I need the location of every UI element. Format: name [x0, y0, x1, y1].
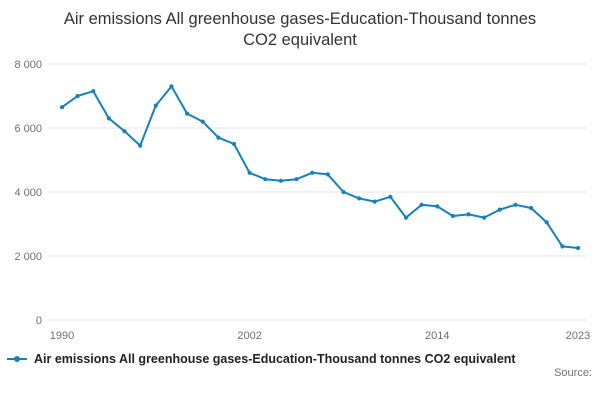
data-point: [357, 196, 362, 201]
legend-label: Air emissions All greenhouse gases-Educa…: [34, 352, 516, 367]
data-point: [372, 199, 377, 204]
y-tick-label: 0: [36, 315, 42, 327]
data-point: [169, 84, 174, 89]
chart-title: Air emissions All greenhouse gases-Educa…: [63, 10, 537, 49]
data-point: [216, 135, 221, 140]
x-tick-label: 2002: [237, 330, 261, 342]
y-tick-label: 6 000: [14, 123, 42, 135]
data-point: [59, 105, 65, 110]
data-point: [325, 172, 330, 177]
data-point: [575, 246, 581, 251]
data-point: [278, 178, 283, 184]
x-tick-label: 1990: [50, 330, 74, 342]
line-chart: 0 2 000 4 000 6 000 8 000 1990 2002 2014 2023: [14, 59, 590, 342]
data-point: [560, 244, 565, 249]
data-point: [263, 177, 268, 182]
data-point: [403, 215, 409, 220]
y-tick-label: 8 000: [14, 59, 42, 71]
x-tick-label: 2023: [566, 330, 590, 342]
x-tick-label: 2014: [425, 330, 449, 342]
y-tick-label: 2 000: [14, 251, 42, 263]
data-point: [247, 170, 252, 176]
data-point: [529, 206, 534, 211]
data-point: [231, 142, 237, 147]
y-tick-label: 4 000: [14, 187, 42, 199]
data-point: [544, 220, 549, 225]
data-point: [497, 207, 502, 212]
data-point: [419, 202, 424, 208]
data-point: [75, 94, 80, 99]
source-note: Source:: [554, 367, 592, 380]
data-point: [294, 177, 299, 182]
data-point: [310, 170, 315, 176]
emissions-line: [61, 85, 579, 250]
legend-marker: [7, 356, 27, 363]
data-point: [388, 194, 393, 200]
data-point: [450, 214, 455, 219]
data-point: [482, 215, 487, 220]
data-point: [435, 204, 440, 209]
legend[interactable]: Air emissions All greenhouse gases-Educa…: [0, 352, 600, 366]
data-point: [466, 212, 471, 217]
data-point: [122, 129, 127, 134]
data-point: [341, 190, 346, 195]
data-point: [153, 103, 158, 108]
legend-dot: [14, 356, 20, 363]
data-point: [185, 111, 190, 116]
data-point: [200, 119, 205, 124]
data-point: [106, 116, 111, 121]
data-point: [91, 89, 96, 94]
data-point: [138, 143, 143, 148]
data-point: [513, 202, 518, 208]
